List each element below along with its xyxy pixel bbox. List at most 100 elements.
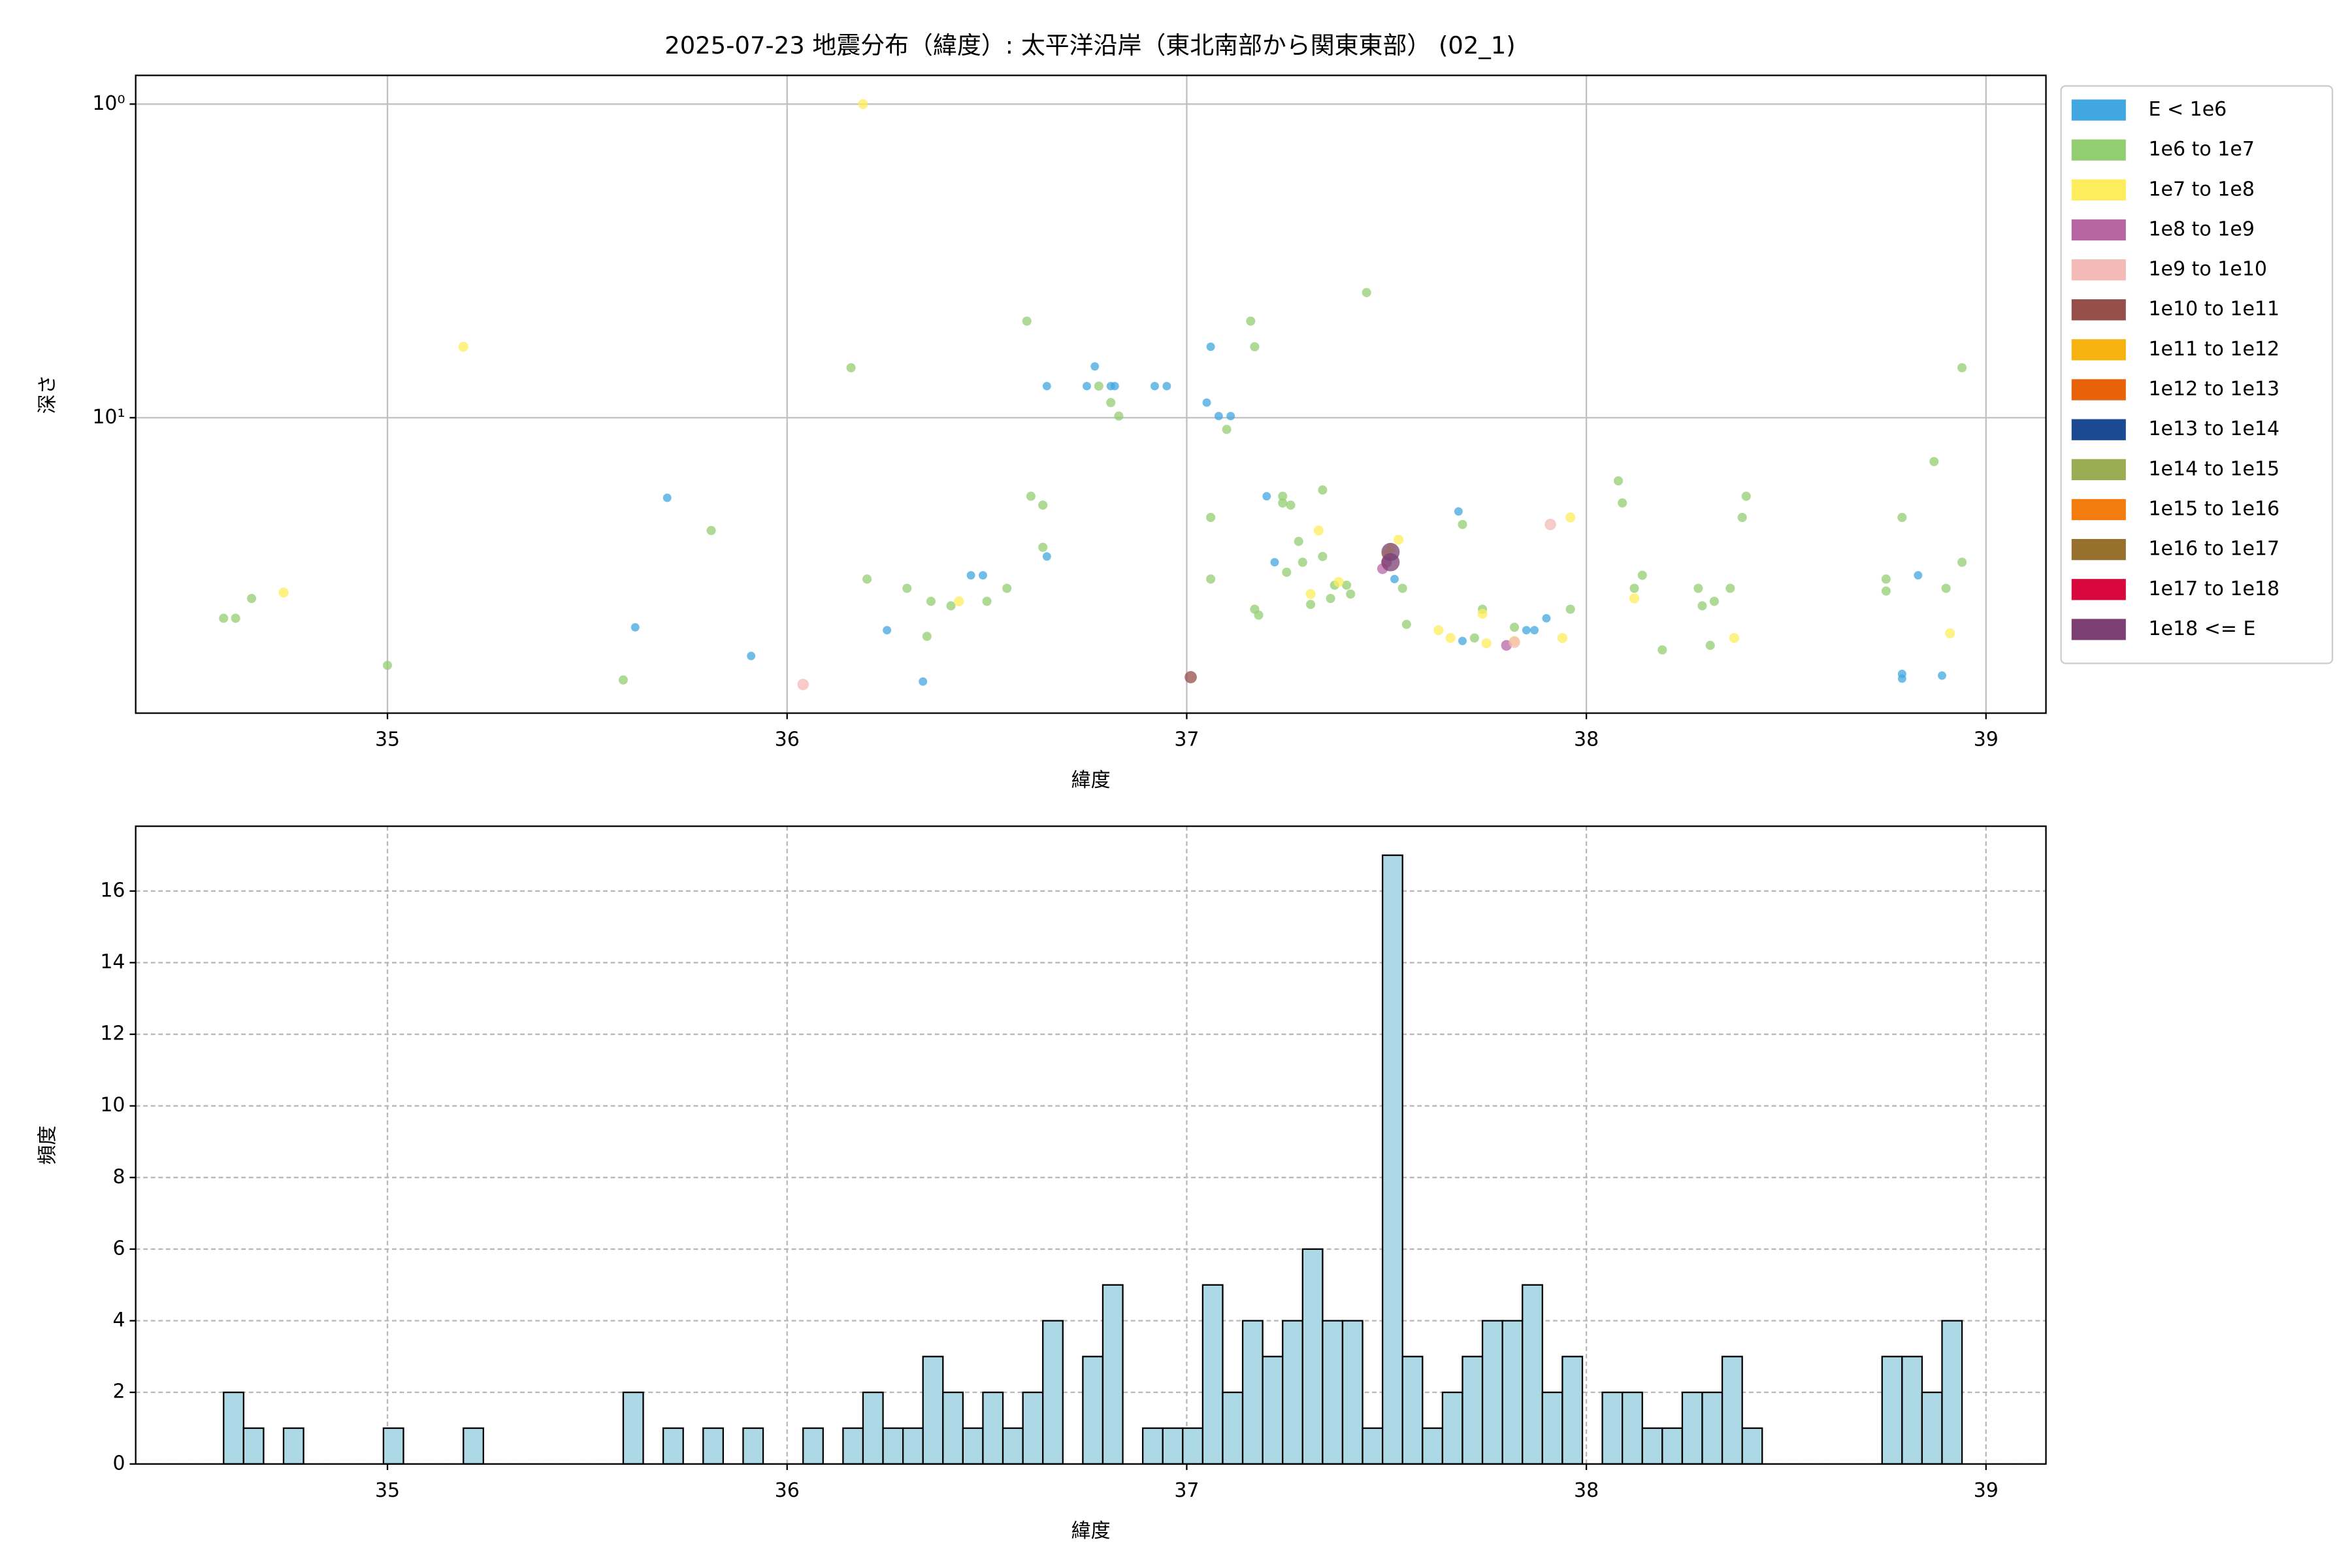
- scatter-point: [1522, 626, 1531, 635]
- histogram-bar: [1002, 1427, 1024, 1465]
- scatter-point: [1114, 411, 1124, 421]
- scatter-point: [1206, 574, 1216, 584]
- scatter-point: [1530, 626, 1539, 635]
- x-axis-label: 緯度: [1071, 1520, 1111, 1543]
- scatter-point: [858, 99, 868, 109]
- x-tick-label: 35: [375, 1479, 400, 1502]
- histogram-bar: [1162, 1427, 1184, 1465]
- histogram-bar: [1561, 1356, 1584, 1465]
- scatter-point: [1629, 583, 1639, 593]
- scatter-point: [1298, 557, 1307, 567]
- plot-frame: [135, 74, 2047, 714]
- histogram-bar: [902, 1427, 924, 1465]
- scatter-point: [1565, 604, 1575, 614]
- histogram-bar: [382, 1427, 404, 1465]
- scatter-point: [1286, 500, 1296, 510]
- scatter-point: [926, 596, 936, 606]
- scatter-point: [1401, 619, 1411, 629]
- scatter-point: [1697, 601, 1707, 611]
- legend-label: 1e17 to 1e18: [2148, 578, 2279, 600]
- scatter-point: [1741, 491, 1751, 501]
- scatter-point: [458, 342, 468, 352]
- scatter-point: [1618, 498, 1627, 508]
- histogram-bar: [1082, 1356, 1104, 1465]
- legend-label: 1e15 to 1e16: [2148, 498, 2279, 521]
- scatter-point: [1202, 398, 1211, 407]
- legend-swatch: [2071, 299, 2126, 321]
- histogram-bar: [1481, 1320, 1503, 1465]
- scatter-point: [1318, 485, 1328, 495]
- scatter-point: [1445, 632, 1456, 644]
- legend-label: 1e13 to 1e14: [2148, 417, 2279, 440]
- legend-swatch: [2071, 459, 2126, 480]
- legend-swatch: [2071, 539, 2126, 561]
- histogram-bar: [1022, 1391, 1044, 1465]
- scatter-point: [1458, 519, 1467, 529]
- histogram-bar: [1282, 1320, 1303, 1465]
- histogram-bar: [1921, 1391, 1943, 1465]
- scatter-point: [1270, 558, 1279, 567]
- legend-label: 1e10 to 1e11: [2148, 298, 2279, 321]
- histogram-bar: [1681, 1391, 1703, 1465]
- scatter-point: [1313, 525, 1324, 536]
- legend-swatch: [2071, 219, 2126, 241]
- legend-swatch: [2071, 619, 2126, 640]
- scatter-point: [1957, 557, 1967, 567]
- legend-swatch: [2071, 419, 2126, 440]
- histogram-bar: [1422, 1427, 1444, 1465]
- scatter-point: [1151, 382, 1159, 391]
- scatter-point: [1214, 412, 1223, 421]
- histogram-bar: [223, 1391, 245, 1465]
- scatter-point: [1629, 593, 1640, 604]
- y-tick-label: 10: [100, 1094, 125, 1117]
- scatter-point: [383, 661, 393, 670]
- y-axis-label: 頻度: [36, 1126, 59, 1165]
- scatter-point: [1246, 316, 1256, 326]
- histogram-bar: [1341, 1320, 1364, 1465]
- scatter-point: [1262, 492, 1271, 501]
- scatter-point: [1110, 382, 1119, 391]
- scatter-point: [630, 623, 640, 632]
- histogram-bar: [1102, 1284, 1124, 1465]
- x-tick-label: 38: [1574, 728, 1599, 751]
- y-tick-label: 8: [112, 1166, 125, 1188]
- scatter-point: [706, 526, 716, 536]
- scatter-point: [1206, 512, 1216, 523]
- scatter-point: [1318, 551, 1328, 561]
- x-tick-label: 35: [375, 728, 400, 751]
- scatter-point: [231, 613, 240, 623]
- scatter-point: [883, 626, 892, 635]
- histogram-bar: [802, 1427, 824, 1465]
- scatter-point: [978, 571, 987, 580]
- scatter-point: [1477, 608, 1488, 619]
- legend-label: 1e7 to 1e8: [2148, 178, 2254, 201]
- histogram-bar: [1262, 1356, 1284, 1465]
- scatter-point: [1038, 542, 1048, 552]
- scatter-point: [1393, 534, 1404, 545]
- scatter-point: [1914, 571, 1923, 580]
- legend-label: 1e8 to 1e9: [2148, 218, 2254, 240]
- legend-swatch: [2071, 498, 2126, 521]
- legend-swatch: [2071, 179, 2126, 201]
- histogram-bar: [1441, 1391, 1463, 1465]
- scatter-point: [1346, 589, 1356, 599]
- histogram-bar: [922, 1356, 944, 1465]
- scatter-point: [1509, 636, 1520, 648]
- y-tick-label: 6: [112, 1237, 125, 1260]
- scatter-point: [954, 596, 964, 607]
- scatter-point: [1637, 570, 1647, 580]
- x-tick-label: 36: [775, 1479, 800, 1502]
- x-tick-label: 38: [1574, 1479, 1599, 1502]
- y-tick-label: 0: [112, 1452, 125, 1475]
- scatter-point: [846, 363, 856, 372]
- histogram-bar: [1701, 1391, 1723, 1465]
- legend-swatch: [2071, 579, 2126, 600]
- scatter-point: [1083, 382, 1091, 391]
- scatter-point: [1709, 596, 1719, 606]
- histogram-bar: [1881, 1356, 1903, 1465]
- x-tick-label: 39: [1974, 1479, 1999, 1502]
- scatter-point: [662, 493, 672, 502]
- scatter-point: [1729, 632, 1740, 644]
- scatter-point: [1278, 498, 1288, 508]
- scatter-point: [1941, 583, 1951, 593]
